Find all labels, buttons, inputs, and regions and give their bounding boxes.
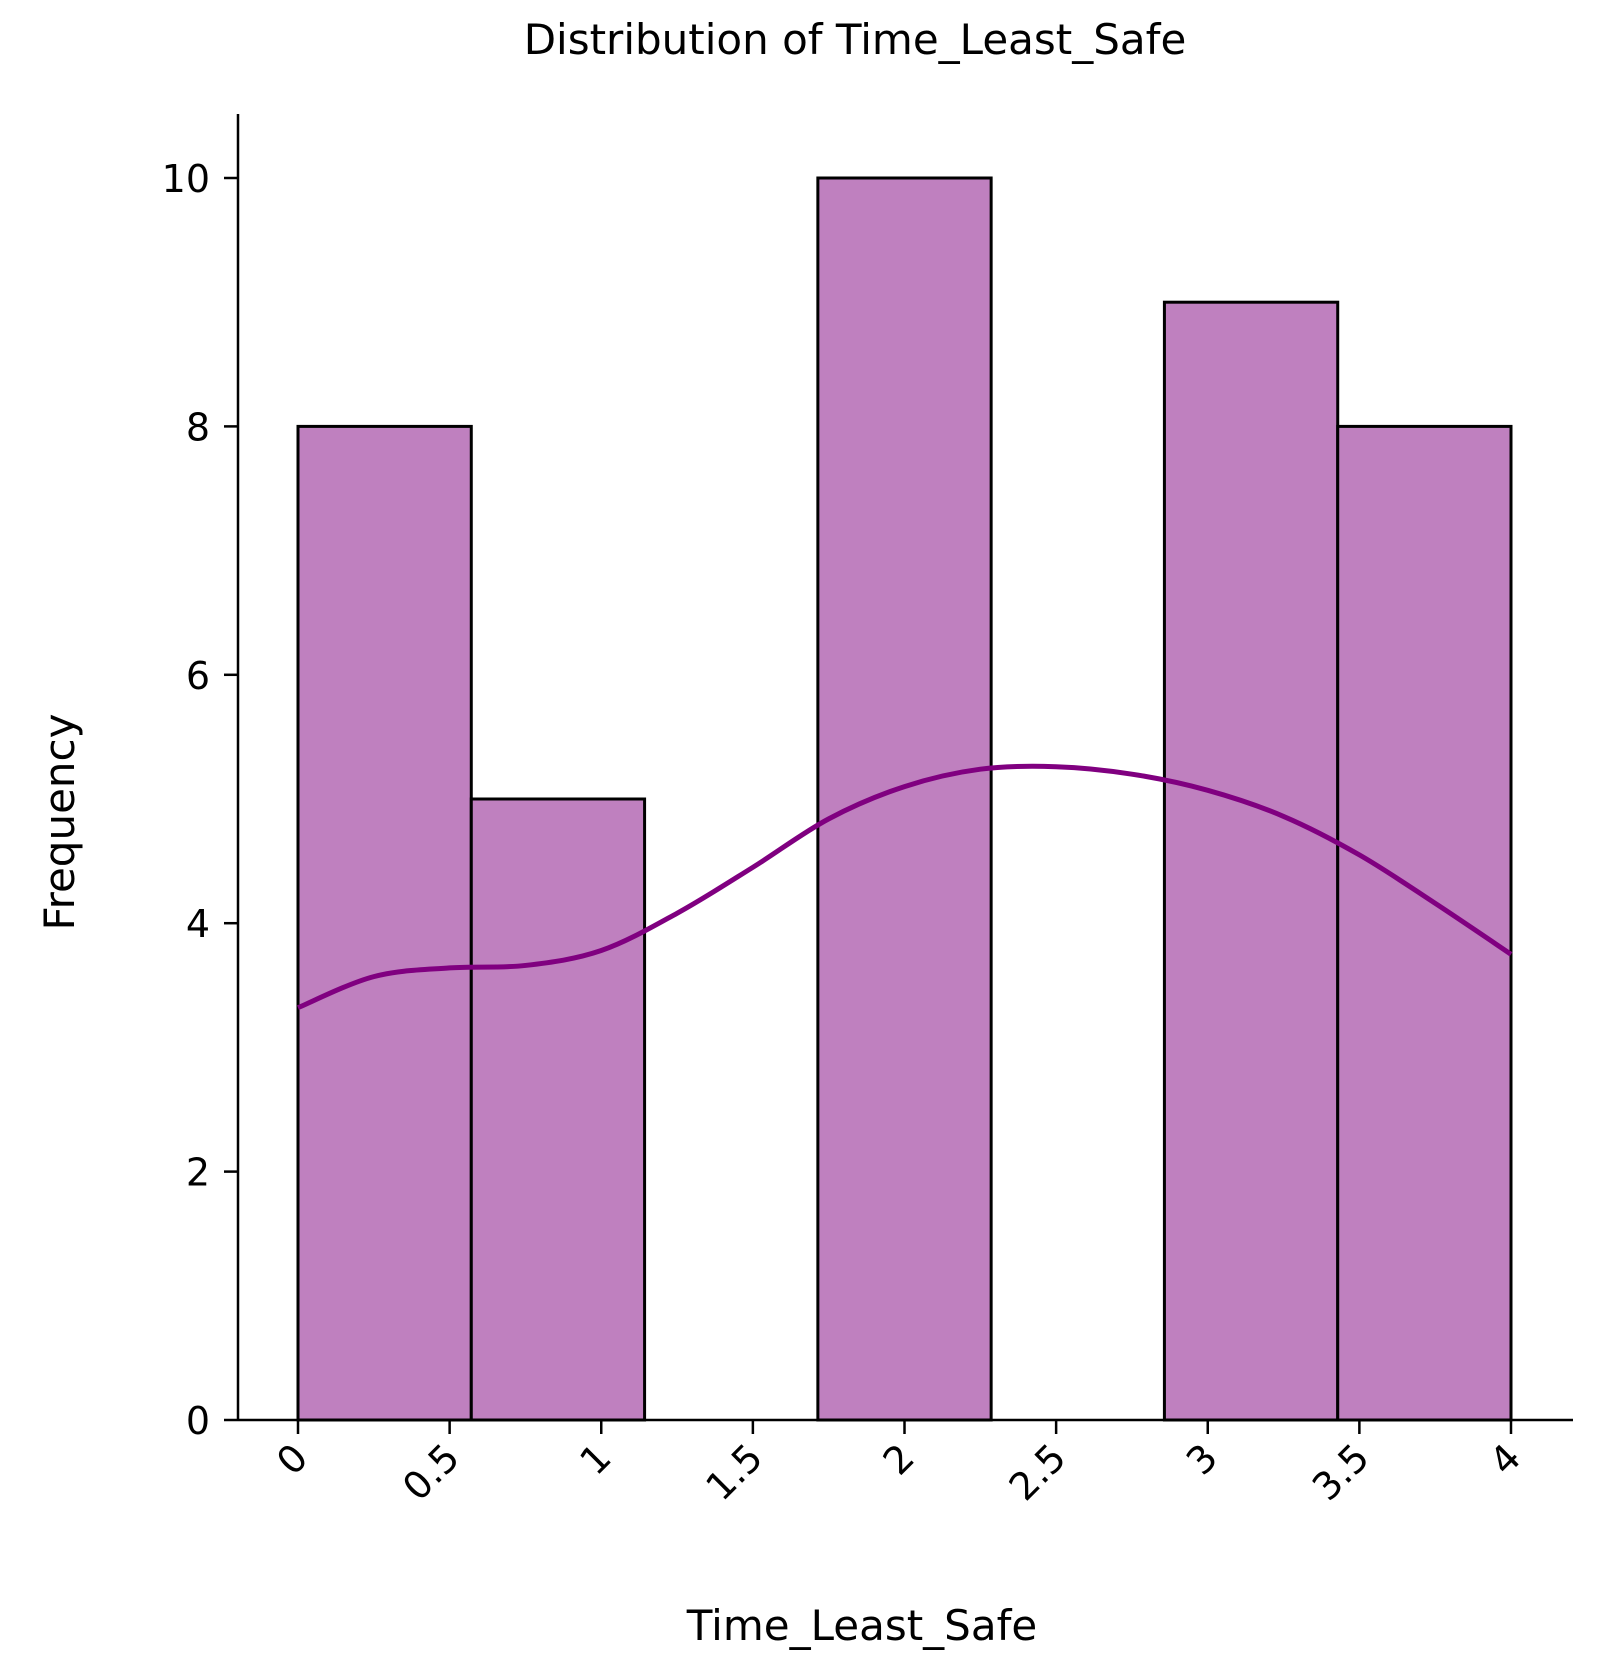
x-tick-label: 3	[1178, 1435, 1226, 1483]
x-tick-label: 3.5	[1304, 1435, 1378, 1509]
histogram-bar-1	[469, 797, 647, 1422]
bars-group	[296, 176, 1513, 1422]
x-tick-label: 2	[875, 1435, 923, 1483]
x-tick-label: 0	[268, 1435, 316, 1483]
histogram-bar-5	[1162, 300, 1340, 1422]
histogram-bar-3	[816, 176, 993, 1422]
kde-curve	[297, 763, 1513, 1010]
x-tick-label: 0.5	[394, 1435, 468, 1509]
histogram-bar-6	[1336, 424, 1513, 1422]
x-tick-label: 1.5	[697, 1435, 771, 1509]
histogram-bar-0	[296, 424, 473, 1422]
x-tick-label: 4	[1481, 1435, 1529, 1483]
y-tick-label: 8	[186, 405, 210, 449]
y-tick-label: 10	[162, 157, 210, 201]
x-tick-label: 2.5	[1001, 1435, 1075, 1509]
y-tick-label: 6	[186, 654, 210, 698]
y-axis-label: Frequency	[35, 714, 84, 931]
x-axis-ticks: 0 0.5 1 1.5 2 2.5 3 3.5 4	[268, 1420, 1529, 1509]
chart-title: Distribution of Time_Least_Safe	[524, 15, 1187, 64]
y-tick-label: 2	[186, 1151, 210, 1195]
y-tick-label: 4	[186, 902, 210, 946]
y-tick-label: 0	[186, 1399, 210, 1443]
x-axis-label: Time_Least_Safe	[686, 1601, 1037, 1650]
y-axis-ticks: 0 2 4 6 8 10	[162, 157, 238, 1443]
x-tick-label: 1	[571, 1435, 619, 1483]
